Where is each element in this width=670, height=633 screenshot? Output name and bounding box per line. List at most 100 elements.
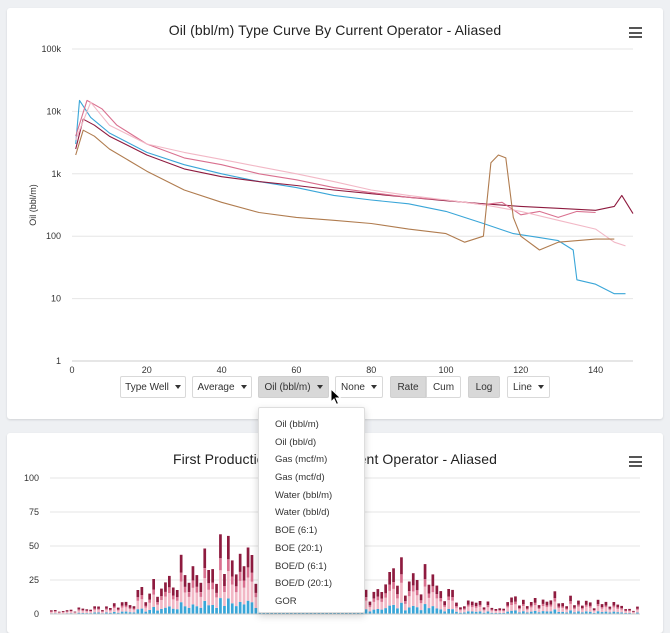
- bar-segment: [550, 600, 553, 604]
- bar-segment: [200, 583, 203, 592]
- bar-segment: [97, 609, 100, 610]
- bar-segment: [211, 605, 214, 614]
- y-tick-label: 50: [29, 541, 39, 551]
- bar-segment: [70, 610, 73, 611]
- bar-segment: [585, 601, 588, 605]
- bar-segment: [160, 609, 163, 614]
- bar-segment: [85, 611, 88, 613]
- bar-segment: [561, 608, 564, 612]
- bar-segment: [219, 570, 222, 598]
- bar-segment: [377, 600, 380, 609]
- bar-segment: [251, 602, 254, 614]
- bar-segment: [573, 608, 576, 609]
- bar-segment: [148, 594, 151, 600]
- bar-segment: [54, 610, 57, 611]
- bar-segment: [396, 608, 399, 614]
- bar-segment: [455, 608, 458, 612]
- metric-option[interactable]: BOE/D (6:1): [259, 558, 364, 576]
- bar-segment: [144, 602, 147, 606]
- bar-segment: [412, 585, 415, 591]
- bar-segment: [235, 574, 238, 586]
- bar-segment: [377, 609, 380, 614]
- bar-segment: [436, 594, 439, 598]
- bar-segment: [227, 571, 230, 598]
- bar-segment: [404, 604, 407, 610]
- bar-segment: [168, 576, 171, 587]
- bar-segment: [243, 566, 246, 580]
- bar-segment: [400, 603, 403, 614]
- bar-segment: [424, 587, 427, 605]
- bar-segment: [498, 608, 501, 610]
- bar-segment: [380, 602, 383, 610]
- bar-segment: [89, 612, 92, 614]
- bar-segment: [463, 606, 466, 608]
- bar-segment: [593, 608, 596, 610]
- bar-segment: [251, 573, 254, 582]
- bar-segment: [487, 605, 490, 607]
- bar-segment: [475, 603, 478, 606]
- bar-segment: [447, 609, 450, 614]
- bar-segment: [137, 597, 140, 601]
- bar-segment: [436, 598, 439, 608]
- metric-option[interactable]: GOR: [259, 593, 364, 611]
- bar-segment: [498, 611, 501, 613]
- bar-segment: [172, 599, 175, 608]
- metric-option[interactable]: Water (bbl/d): [259, 504, 364, 522]
- bar-segment: [416, 595, 419, 607]
- bar-segment: [408, 582, 411, 592]
- bar-segment: [416, 590, 419, 595]
- bar-segment: [365, 609, 368, 614]
- metric-option[interactable]: BOE/D (20:1): [259, 575, 364, 593]
- bar-segment: [636, 609, 639, 610]
- bar-segment: [176, 597, 179, 601]
- bar-segment: [471, 602, 474, 606]
- bar-segment: [184, 593, 187, 607]
- bar-segment: [117, 611, 120, 613]
- bar-segment: [530, 607, 533, 611]
- bar-segment: [105, 610, 108, 613]
- bar-segment: [172, 609, 175, 614]
- bar-segment: [101, 612, 104, 613]
- bar-segment: [432, 592, 435, 606]
- metric-option[interactable]: Water (bbl/m): [259, 487, 364, 505]
- bar-segment: [534, 603, 537, 605]
- bar-segment: [235, 592, 238, 606]
- bar-segment: [404, 601, 407, 604]
- metric-option[interactable]: Gas (mcf/m): [259, 451, 364, 469]
- bar-segment: [121, 602, 124, 606]
- metric-option[interactable]: BOE (6:1): [259, 522, 364, 540]
- bar-segment: [443, 607, 446, 612]
- bar-segment: [522, 604, 525, 606]
- bar-segment: [180, 602, 183, 614]
- bar-segment: [188, 583, 191, 592]
- bar-segment: [412, 606, 415, 614]
- bar-segment: [160, 589, 163, 597]
- bar-segment: [420, 600, 423, 603]
- bar-segment: [211, 589, 214, 605]
- bar-segment: [436, 586, 439, 595]
- bar-segment: [510, 605, 513, 611]
- bar-segment: [597, 604, 600, 606]
- bar-segment: [203, 601, 206, 614]
- bar-segment: [459, 609, 462, 610]
- metric-option[interactable]: BOE (20:1): [259, 540, 364, 558]
- bar-segment: [121, 608, 124, 612]
- bar-segment: [581, 608, 584, 609]
- metric-option[interactable]: Gas (mcf/d): [259, 469, 364, 487]
- bar-segment: [255, 584, 258, 593]
- bar-segment: [223, 586, 226, 592]
- bar-segment: [585, 607, 588, 612]
- bar-segment: [412, 573, 415, 585]
- bar-segment: [400, 583, 403, 603]
- bar-segment: [396, 586, 399, 595]
- bar-segment: [471, 605, 474, 607]
- metric-option[interactable]: Oil (bbl/m): [259, 416, 364, 434]
- metric-option[interactable]: Oil (bbl/d): [259, 434, 364, 452]
- bar-segment: [70, 612, 73, 614]
- bar-segment: [463, 609, 466, 610]
- bar-segment: [432, 586, 435, 592]
- bar-segment: [506, 607, 509, 611]
- bar-segment: [404, 610, 407, 614]
- bar-segment: [207, 570, 210, 583]
- bar-segment: [251, 582, 254, 603]
